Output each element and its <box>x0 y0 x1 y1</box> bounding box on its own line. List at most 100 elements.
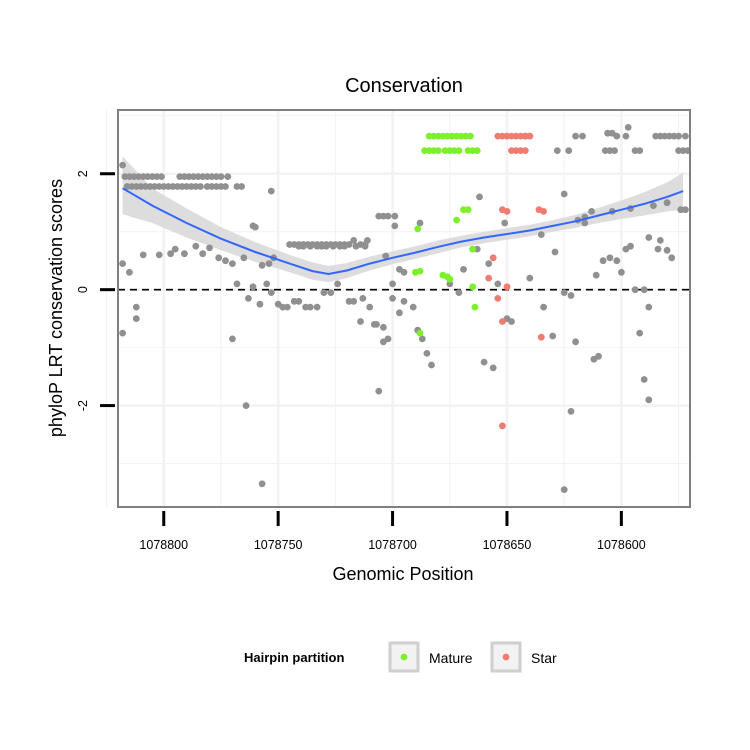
data-point-other <box>251 223 259 231</box>
data-point-mature <box>412 268 419 276</box>
y-tick-label: 2 <box>76 170 90 177</box>
data-point-mature <box>473 147 481 155</box>
data-point-other <box>416 219 424 227</box>
data-point-other <box>560 190 568 198</box>
data-point-other <box>618 268 625 276</box>
data-point-star <box>489 254 497 262</box>
data-point-mature <box>446 275 454 283</box>
data-point-other <box>256 300 264 308</box>
data-point-other <box>240 254 248 262</box>
legend-label-star: Star <box>531 650 557 666</box>
data-point-other <box>565 147 573 155</box>
grid-lines <box>106 110 690 507</box>
data-point-other <box>389 280 396 288</box>
y-axis-title: phyloP LRT conservation scores <box>46 179 66 437</box>
data-point-other <box>364 237 371 244</box>
legend-label-mature: Mature <box>429 650 473 666</box>
data-point-mature <box>455 147 463 155</box>
legend: Hairpin partition Mature Star <box>244 641 557 673</box>
data-point-other <box>409 303 417 311</box>
data-point-other <box>636 147 644 155</box>
data-point-other <box>485 260 493 267</box>
legend-title: Hairpin partition <box>244 650 344 665</box>
y-tick-label: -2 <box>76 400 90 411</box>
data-point-other <box>588 208 595 215</box>
data-point-other <box>245 295 252 302</box>
series-other <box>119 124 692 493</box>
data-point-other <box>119 161 126 169</box>
data-point-mature <box>469 245 476 253</box>
data-point-other <box>476 193 483 201</box>
data-point-other <box>624 124 632 131</box>
data-point-other <box>572 338 579 346</box>
legend-marker-star <box>502 653 510 661</box>
data-point-other <box>508 318 515 325</box>
data-point-other <box>549 332 557 340</box>
data-point-other <box>668 254 676 262</box>
plot-panel-border <box>117 109 691 508</box>
data-point-other <box>560 486 568 493</box>
data-point-other <box>650 202 657 210</box>
smooth-line <box>122 187 684 276</box>
data-point-other <box>299 242 307 250</box>
data-point-mature <box>434 147 442 155</box>
data-point-other <box>171 245 179 253</box>
data-point-other <box>167 250 175 258</box>
data-point-other <box>320 289 328 296</box>
legend-marker-mature <box>400 653 408 661</box>
data-point-other <box>119 329 126 337</box>
data-point-other <box>645 303 653 311</box>
data-point-other <box>656 237 664 244</box>
data-point-other <box>537 231 545 239</box>
x-tick-label: 1078800 <box>139 538 188 552</box>
data-point-mature <box>467 132 474 140</box>
data-point-other <box>489 364 497 372</box>
x-axis: 1078800 1078750 1078700 1078650 1078600 <box>139 511 646 552</box>
data-point-other <box>460 266 467 273</box>
data-point-other <box>359 295 367 302</box>
x-tick-label: 1078750 <box>254 538 303 552</box>
data-point-other <box>553 147 561 155</box>
data-point-other <box>132 303 140 311</box>
y-axis: -2 0 2 <box>76 170 115 411</box>
data-point-star <box>485 274 493 282</box>
confidence-ribbon-layer <box>122 156 684 283</box>
x-tick-label: 1078650 <box>483 538 532 552</box>
data-point-other <box>391 222 399 230</box>
data-point-other <box>155 251 163 259</box>
data-point-other <box>581 219 589 227</box>
series-mature <box>412 132 481 337</box>
data-point-other <box>375 387 383 395</box>
data-point-mature <box>471 303 479 311</box>
data-point-other <box>322 242 330 250</box>
data-point-other <box>370 321 378 328</box>
data-point-star <box>537 333 545 341</box>
legend-key-mature <box>388 641 420 673</box>
data-point-other <box>125 268 133 276</box>
data-point-other <box>181 250 188 258</box>
data-point-other <box>267 187 275 195</box>
data-point-other <box>384 335 392 343</box>
data-point-other <box>361 242 369 250</box>
data-point-other <box>526 274 534 282</box>
data-point-other <box>579 132 586 140</box>
x-tick-label: 1078600 <box>597 538 646 552</box>
data-point-other <box>215 254 223 262</box>
data-point-other <box>654 245 662 253</box>
data-point-other <box>400 297 408 305</box>
data-point-other <box>242 402 250 409</box>
data-point-other <box>455 289 463 296</box>
data-point-other <box>682 206 689 214</box>
data-point-star <box>521 147 529 155</box>
data-point-other <box>396 309 403 317</box>
data-point-other <box>494 280 502 288</box>
data-point-other <box>382 252 390 260</box>
data-point-other <box>283 303 291 311</box>
data-point-other <box>199 250 207 258</box>
data-point-other <box>501 219 509 227</box>
data-point-other <box>622 132 630 140</box>
data-point-other <box>627 242 634 250</box>
y-tick-label: 0 <box>76 286 90 293</box>
data-point-other <box>222 257 229 265</box>
